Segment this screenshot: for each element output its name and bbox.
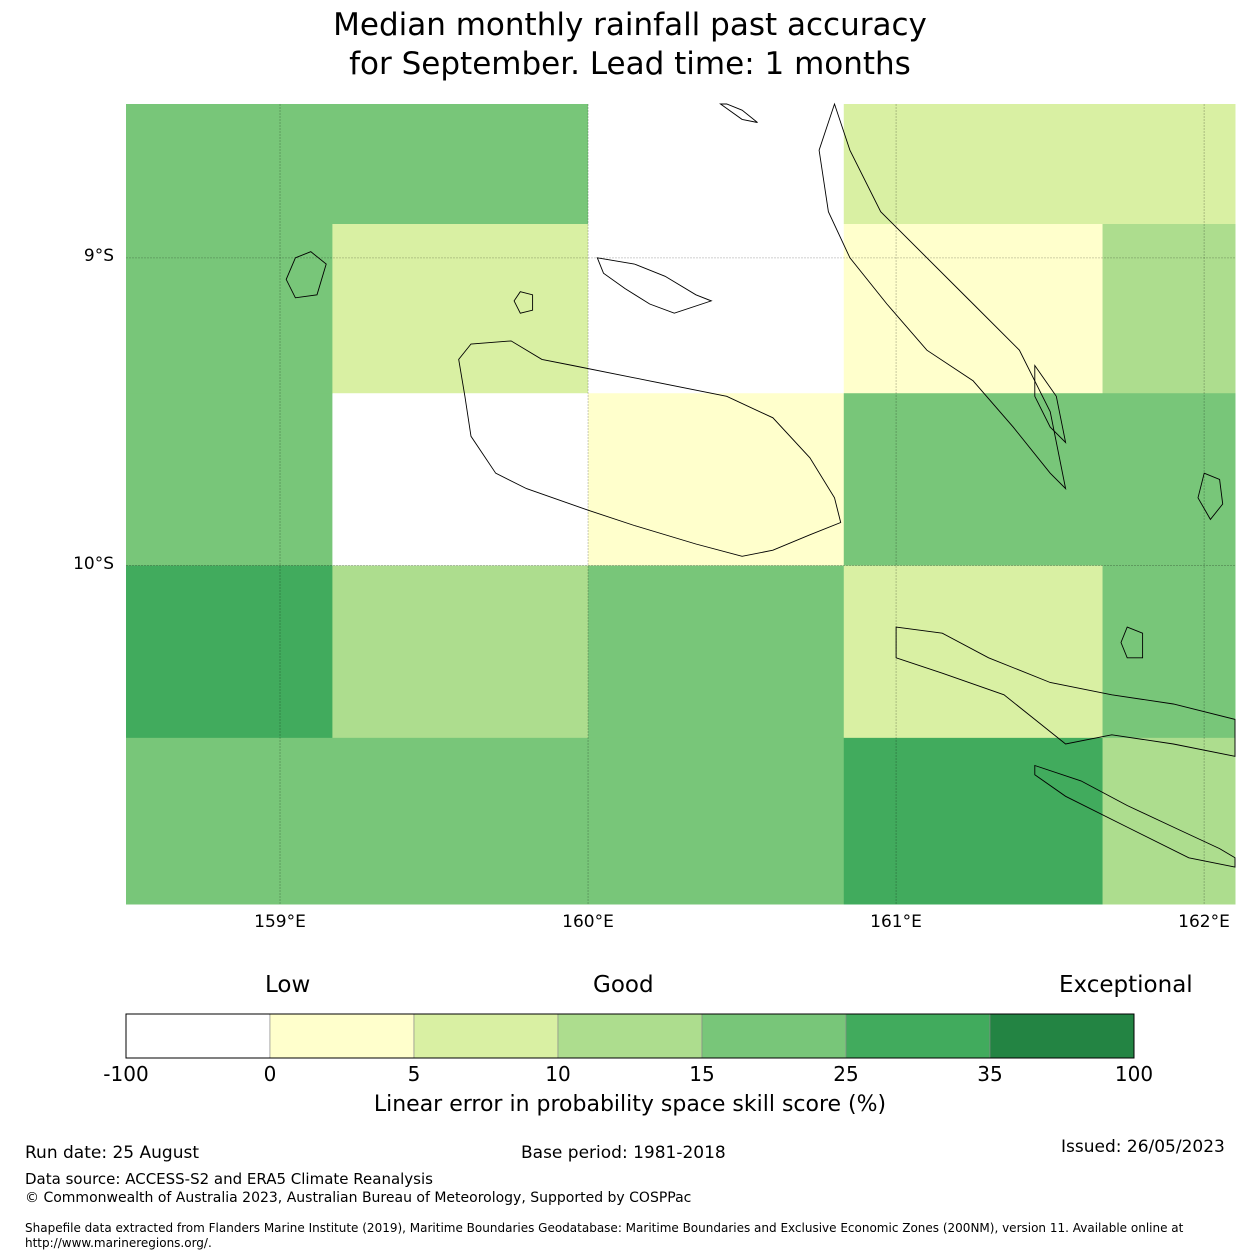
grid-cell [588,565,845,739]
grid-cell [843,104,1236,225]
colorbar-exceptional-label: Exceptional [1059,972,1193,998]
grid-cell [332,393,589,567]
colorbar-tick: 35 [977,1062,1003,1086]
map-title-line2: for September. Lead time: 1 months [349,46,911,82]
data-source: Data source: ACCESS-S2 and ERA5 Climate … [25,1170,433,1188]
colorbar-bin [557,1013,703,1059]
lon-label-160e: 160°E [562,912,614,932]
lon-label-162e: 162°E [1178,912,1230,932]
colorbar-tick: 10 [545,1062,571,1086]
coastline [596,257,713,314]
coastlines [285,102,1236,868]
colorbar-frame [125,1013,1135,1059]
grid-cell [126,737,845,905]
run-date: Run date: 25 August [25,1143,199,1163]
grid-cell [843,737,1104,905]
lon-label-159e: 159°E [254,912,306,932]
grid-cell [126,104,589,225]
colorbar-bin [701,1013,847,1059]
coastline [818,102,1067,490]
graticule [126,104,1235,904]
issued-date: Issued: 26/05/2023 [1061,1137,1225,1157]
coastline [1034,764,1236,868]
colorbar-tick: 5 [407,1062,421,1086]
grid-cell [1102,565,1236,739]
copyright-notice: © Commonwealth of Australia 2023, Austra… [25,1190,692,1206]
colorbar-tick: 0 [263,1062,277,1086]
skill-score-grid [126,104,1236,905]
grid-cell [588,393,845,567]
coastline [719,103,758,123]
colorbar-bin [269,1013,415,1059]
map-title-line1: Median monthly rainfall past accuracy [333,7,927,43]
grid-cell [332,224,589,394]
colorbar-bin [989,1013,1135,1059]
coastline [1120,626,1144,659]
grid-cell [843,565,1104,739]
base-period: Base period: 1981-2018 [521,1143,726,1163]
grid-cell [588,104,845,225]
grid-cell [126,393,333,567]
grid-cell [126,565,333,739]
colorbar-title: Linear error in probability space skill … [373,1092,887,1117]
colorbar-tick: 15 [689,1062,715,1086]
colorbar-tick: 25 [833,1062,859,1086]
grid-cell [126,224,333,394]
colorbar-bin [125,1013,271,1059]
colorbar-bin [413,1013,559,1059]
colorbar-bin [845,1013,991,1059]
coastline [1034,364,1067,444]
colorbar-good-label: Good [593,972,654,998]
grid-cell [843,393,1236,567]
coastline [895,626,1236,757]
grid-cell [332,565,589,739]
shapefile-credit-line2: http://www.marineregions.org/. [25,1236,212,1250]
lat-label-10s: 10°S [73,554,114,574]
coastline [458,340,842,557]
coastline [1197,472,1224,521]
colorbar-low-label: Low [265,972,311,998]
grid-cell [1102,737,1236,905]
grid-cell [843,224,1104,394]
lat-label-9s: 9°S [83,246,114,266]
coastline [513,291,534,314]
grid-cell [588,224,845,394]
colorbar [125,1013,1135,1059]
lon-label-161e: 161°E [870,912,922,932]
shapefile-credit-line1: Shapefile data extracted from Flanders M… [25,1221,1184,1235]
colorbar-tick: -100 [103,1062,149,1086]
colorbar-tick: 100 [1114,1062,1154,1086]
coastline [285,251,327,299]
grid-cell [1102,224,1236,394]
